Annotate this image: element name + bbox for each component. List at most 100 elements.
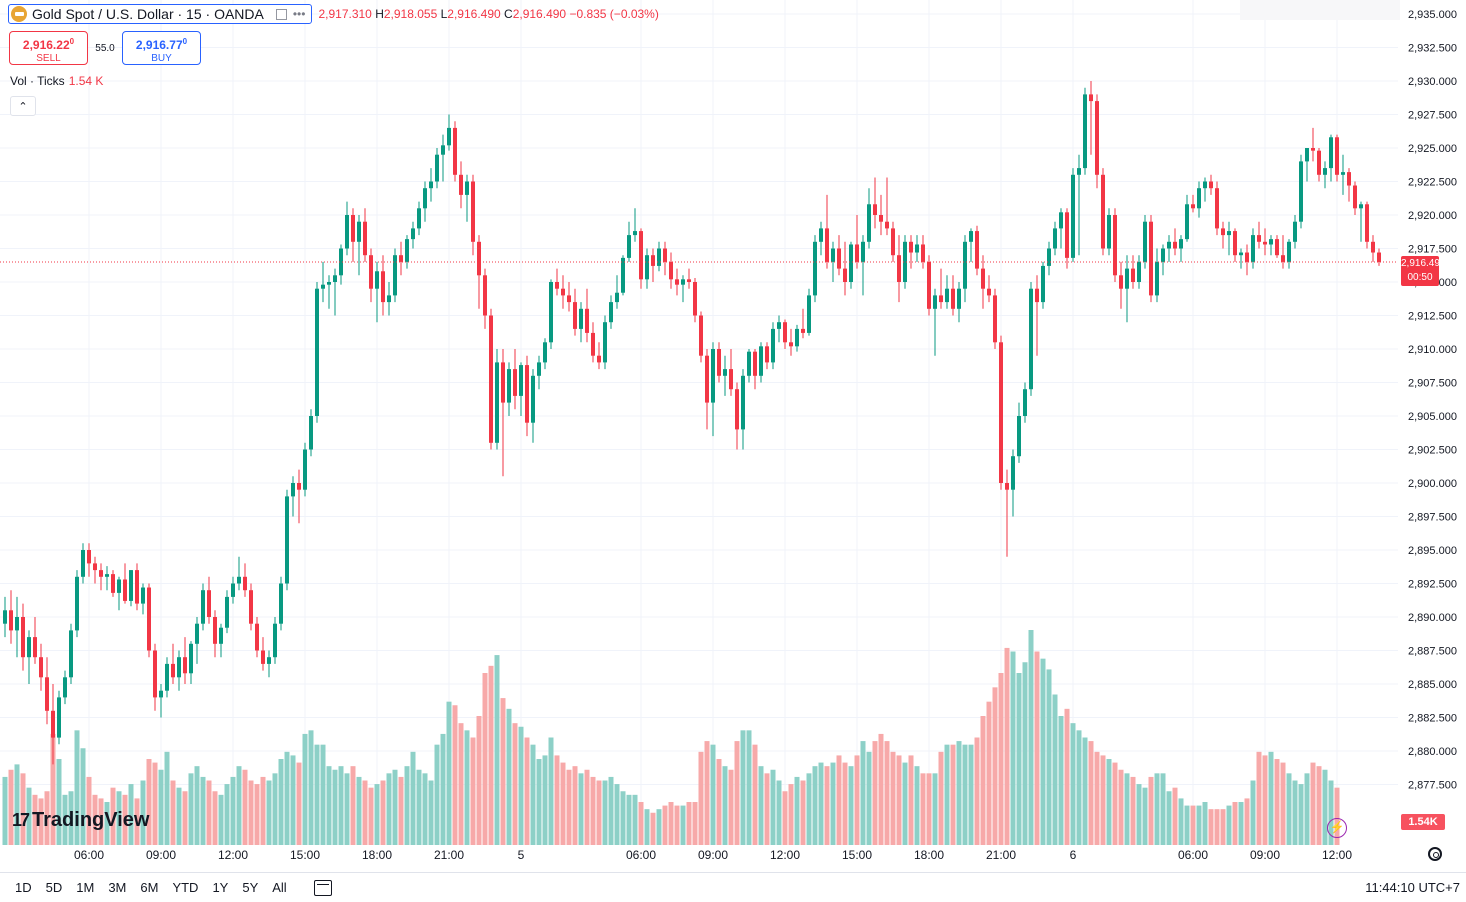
candle-body <box>1191 204 1195 209</box>
period-button-1m[interactable]: 1M <box>76 880 95 895</box>
candle-body <box>219 627 223 644</box>
volume-bar <box>20 773 26 845</box>
candle-body <box>651 255 655 266</box>
gold-coin-icon <box>11 6 27 22</box>
volume-bar <box>1226 805 1232 845</box>
settings-gear-icon[interactable] <box>1428 847 1442 861</box>
volume-bar <box>74 730 80 845</box>
volume-bar <box>1100 755 1106 845</box>
candle-body <box>861 241 865 262</box>
tradingview-logo[interactable]: 17 TradingView <box>12 809 149 832</box>
symbol-selector[interactable]: Gold Spot / U.S. Dollar · 15 · OANDA ••• <box>8 4 313 24</box>
volume-bar <box>1016 673 1022 845</box>
volume-bar <box>482 673 488 845</box>
y-tick-label: 2,900.000 <box>1408 478 1457 490</box>
collapse-chevron-up-icon[interactable]: ⌃ <box>10 96 36 116</box>
candle-body <box>81 550 85 577</box>
volume-bar <box>1136 784 1142 845</box>
x-tick-label: 06:00 <box>1178 848 1208 862</box>
period-button-5y[interactable]: 5Y <box>242 880 259 895</box>
buy-button[interactable]: 2,916.770 BUY <box>122 31 201 65</box>
candle-body <box>477 241 481 276</box>
period-button-6m[interactable]: 6M <box>140 880 159 895</box>
candle-body <box>765 346 769 363</box>
volume-bar <box>110 787 116 845</box>
volume-legend[interactable]: Vol · Ticks 1.54 K <box>10 74 103 88</box>
volume-bar <box>1244 798 1250 845</box>
volume-bar <box>722 766 728 845</box>
candle-body <box>1197 188 1201 209</box>
candle-body <box>3 610 7 624</box>
y-tick-label: 2,880.000 <box>1408 746 1457 758</box>
candle-body <box>117 579 121 593</box>
sell-button[interactable]: 2,916.220 SELL <box>9 31 88 65</box>
candle-body <box>327 282 331 285</box>
candle-body <box>681 279 685 285</box>
candle-body <box>837 248 841 269</box>
checkbox-icon[interactable] <box>275 8 287 20</box>
ohlc-h-value: 2,918.055 <box>383 7 438 21</box>
candle-body <box>225 596 229 628</box>
x-tick-label: 12:00 <box>770 848 800 862</box>
x-tick-label: 18:00 <box>914 848 944 862</box>
candle-body <box>879 215 883 222</box>
volume-bar <box>188 773 194 845</box>
candle-body <box>1035 288 1039 303</box>
volume-bar <box>458 723 464 845</box>
y-tick-label: 2,885.000 <box>1408 679 1457 691</box>
volume-bar <box>296 762 302 845</box>
candle-body <box>45 677 49 711</box>
candle-body <box>273 623 277 658</box>
volume-bar <box>374 784 380 845</box>
volume-bar <box>980 716 986 845</box>
volume-bar <box>1292 780 1298 845</box>
symbol-title: Gold Spot / U.S. Dollar · 15 · OANDA <box>32 6 264 22</box>
candle-body <box>423 188 427 209</box>
y-tick-label: 2,927.500 <box>1408 110 1457 122</box>
buy-label: BUY <box>151 53 172 64</box>
lightning-icon[interactable]: ⚡ <box>1327 818 1347 838</box>
volume-bar <box>1328 780 1334 845</box>
volume-bar <box>1220 809 1226 845</box>
volume-bar <box>230 776 236 845</box>
volume-bar <box>692 802 698 845</box>
volume-bar <box>884 741 890 845</box>
candle-body <box>993 295 997 343</box>
candle-body <box>213 617 217 644</box>
y-tick-label: 2,912.500 <box>1408 311 1457 323</box>
period-button-1d[interactable]: 1D <box>15 880 32 895</box>
candle-body <box>891 228 895 256</box>
candle-body <box>867 204 871 242</box>
period-button-5d[interactable]: 5D <box>45 880 63 895</box>
candle-body <box>1059 212 1063 229</box>
candle-body <box>33 637 37 658</box>
volume-bar <box>1004 647 1010 845</box>
period-button-3m[interactable]: 3M <box>108 880 127 895</box>
volume-bar <box>800 780 806 845</box>
sell-price-sup: 0 <box>69 37 75 46</box>
candle-body <box>729 369 733 390</box>
candle-body <box>1347 172 1351 186</box>
candle-body <box>1323 168 1327 175</box>
candle-body <box>759 346 763 376</box>
candle-body <box>579 308 583 329</box>
period-button-1y[interactable]: 1Y <box>212 880 229 895</box>
candle-body <box>51 710 55 738</box>
volume-bar <box>1046 669 1052 845</box>
volume-bar <box>926 773 932 845</box>
volume-bar <box>1310 762 1316 845</box>
more-dots-icon[interactable]: ••• <box>292 7 306 21</box>
candle-body <box>207 590 211 617</box>
time-axis[interactable]: 06:00 09:00 12:00 15:00 18:00 21:00 5 06:00 09:0… <box>74 848 1352 862</box>
timezone-clock[interactable]: 11:44:10 UTC+7 <box>1365 880 1460 895</box>
period-button-all[interactable]: All <box>272 880 287 895</box>
price-axis[interactable]: 2,935.000 2,932.500 2,930.000 2,927.500 2,92… <box>1408 9 1457 792</box>
candle-body <box>531 375 535 423</box>
period-button-ytd[interactable]: YTD <box>172 880 199 895</box>
calendar-range-icon[interactable] <box>313 879 332 896</box>
volume-bar <box>92 794 98 845</box>
volume-bar <box>1106 759 1112 845</box>
candle-body <box>1293 221 1297 242</box>
volume-bar <box>950 744 956 845</box>
